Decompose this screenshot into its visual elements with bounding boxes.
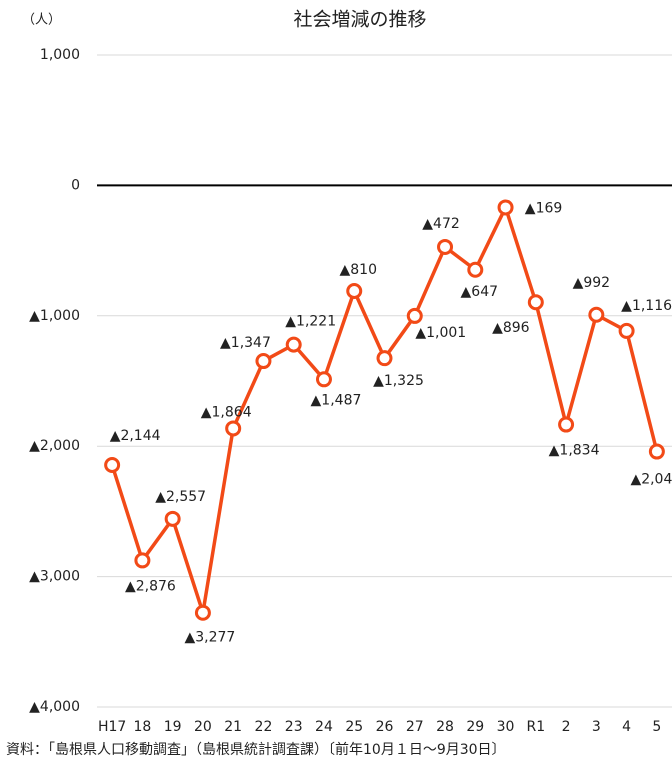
y-tick-label: ▲4,000 [29, 699, 80, 715]
x-tick-label: 30 [497, 719, 515, 735]
source-note: 資料：「島根県人口移動調査」（島根県統計調査課）〔前年10月１日～9月30日〕 [6, 741, 506, 758]
data-point [315, 371, 332, 388]
x-tick-label: 25 [345, 719, 363, 735]
data-label: ▲1,864 [201, 404, 252, 420]
x-tick-label: 19 [164, 719, 182, 735]
data-point [164, 510, 181, 527]
x-tick-label: 23 [285, 719, 303, 735]
data-label: ▲169 [525, 200, 563, 216]
y-tick-label: 1,000 [40, 47, 80, 63]
data-point [648, 443, 665, 460]
data-point [406, 307, 423, 324]
series-line [110, 205, 659, 615]
data-label: ▲3,277 [184, 630, 235, 646]
x-tick-label: 21 [224, 719, 242, 735]
data-point [588, 306, 605, 323]
x-tick-label: 3 [592, 719, 601, 735]
data-point [467, 261, 484, 278]
y-tick-label: ▲3,000 [29, 569, 80, 585]
x-tick-label: 26 [376, 719, 394, 735]
x-tick-label: R1 [526, 719, 545, 735]
data-label: ▲1,116 [621, 298, 672, 314]
data-label: ▲1,325 [373, 373, 424, 389]
x-tick-label: 24 [315, 719, 333, 735]
data-label: ▲472 [422, 216, 460, 232]
data-label: ▲2,876 [125, 578, 176, 594]
data-label: ▲2,144 [110, 428, 161, 444]
data-label: ▲1,487 [311, 392, 362, 408]
data-label: ▲647 [461, 284, 499, 300]
data-label: ▲2,557 [155, 489, 206, 505]
chart-title: 社会増減の推移 [293, 9, 426, 31]
data-label: ▲1,001 [415, 325, 466, 341]
y-tick-label: 0 [71, 177, 80, 193]
data-label: ▲896 [492, 320, 530, 336]
data-label: ▲1,834 [549, 443, 600, 459]
x-tick-label: 29 [466, 719, 484, 735]
x-tick-label: 5 [652, 719, 661, 735]
data-point [527, 294, 544, 311]
data-point [104, 456, 121, 473]
data-point [558, 416, 575, 433]
data-point [225, 420, 242, 437]
data-point [194, 604, 211, 621]
x-tick-label: 2 [562, 719, 571, 735]
y-unit-label: （人） [22, 13, 61, 28]
data-label: ▲1,347 [220, 335, 271, 351]
data-point [346, 283, 363, 300]
data-point [618, 322, 635, 339]
data-label: ▲1,221 [285, 314, 336, 330]
data-point [437, 238, 454, 255]
data-point [497, 199, 514, 216]
x-tick-label: 28 [436, 719, 454, 735]
data-point [285, 336, 302, 353]
data-point [134, 552, 151, 569]
x-tick-label: 20 [194, 719, 212, 735]
y-tick-label: ▲1,000 [29, 308, 80, 324]
x-tick-label: 27 [406, 719, 424, 735]
x-tick-label: H17 [98, 719, 126, 735]
data-label: ▲992 [573, 275, 611, 291]
y-tick-label: ▲2,000 [29, 438, 80, 454]
data-label: ▲810 [339, 262, 377, 278]
x-tick-label: 22 [255, 719, 273, 735]
x-tick-label: 18 [133, 719, 151, 735]
x-tick-label: 4 [622, 719, 631, 735]
data-point [255, 353, 272, 370]
data-label: ▲2,041 [630, 472, 672, 488]
data-point [376, 350, 393, 367]
